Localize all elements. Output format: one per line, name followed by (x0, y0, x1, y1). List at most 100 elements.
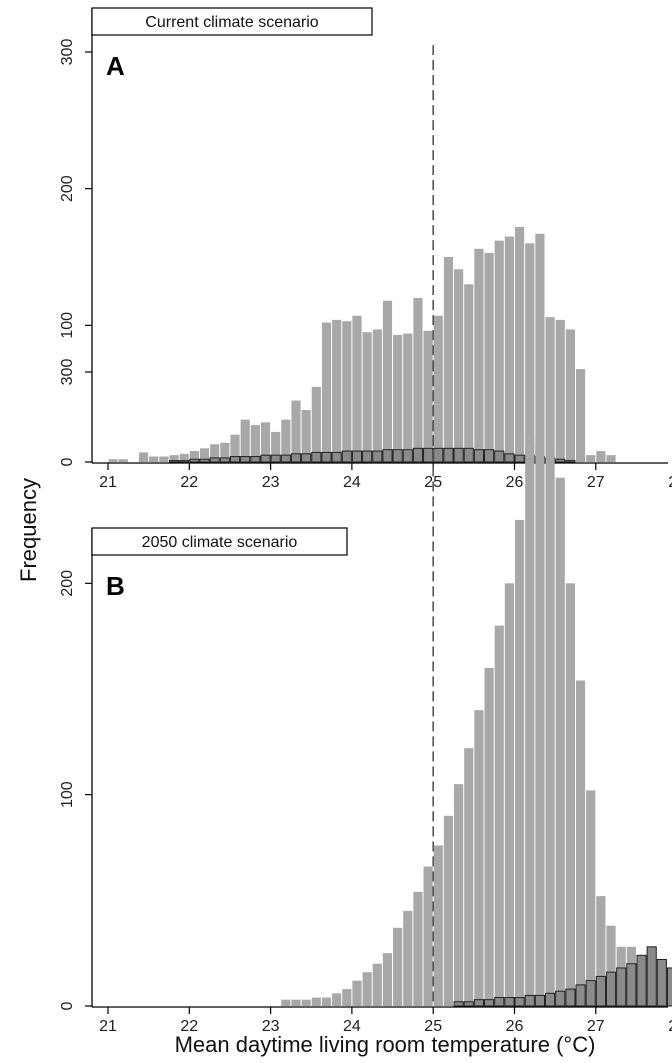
y-tick-label: 300 (59, 39, 76, 66)
x-tick-label: 27 (587, 474, 605, 491)
subgroup-bar (565, 460, 576, 463)
histogram-bar (403, 910, 413, 1006)
subgroup-bar (453, 447, 464, 463)
histogram-bar (393, 334, 403, 462)
histogram-bar (179, 453, 189, 462)
subgroup-bar (321, 451, 332, 463)
histogram-bar (281, 999, 291, 1006)
histogram-bar (159, 456, 169, 462)
subgroup-bar (473, 449, 485, 463)
histogram-bar (260, 422, 271, 462)
histogram-bar (321, 322, 332, 462)
histogram-bar (606, 925, 616, 1006)
histogram-bar (108, 459, 118, 462)
histogram-bar (321, 997, 332, 1006)
x-tick-label: 21 (99, 1018, 117, 1035)
x-tick-label: 28 (668, 474, 672, 491)
histogram-bar (413, 891, 423, 1006)
panel-title-box (91, 527, 348, 556)
histogram-bar (240, 419, 250, 462)
histogram-bar (220, 442, 230, 462)
histogram-bar (342, 989, 352, 1006)
histogram-bar (565, 583, 575, 1006)
subgroup-bar (219, 457, 230, 463)
histogram-bar (189, 451, 199, 462)
histogram-bar (382, 300, 393, 462)
y-axis-title: Frequency (16, 478, 41, 582)
histogram-bar (423, 330, 433, 462)
histogram-bar (474, 710, 484, 1006)
histogram-bar (443, 257, 454, 462)
histogram-bar (342, 321, 352, 462)
histogram-bar (454, 784, 464, 1006)
histogram-bar (362, 332, 372, 462)
histogram-bar (332, 993, 342, 1006)
subgroup-bar (514, 454, 525, 463)
subgroup-bar (555, 990, 566, 1007)
subgroup-bar (484, 449, 495, 463)
subgroup-bar (351, 450, 363, 463)
histogram-bar (565, 329, 575, 462)
subgroup-bar (290, 453, 302, 463)
panel-title-box (91, 7, 373, 36)
histogram-bar (271, 431, 281, 462)
x-tick-label: 22 (180, 1018, 198, 1035)
histogram-bar (606, 455, 616, 462)
panel-a: Current climate scenario A 0 100 200 300 21 22 2… (59, 7, 672, 491)
histogram-bar (484, 252, 494, 462)
histogram-bar (210, 444, 220, 462)
histogram-bar (281, 419, 291, 462)
subgroup-bar (240, 456, 251, 463)
subgroup-bar (372, 450, 383, 463)
histogram-bar (382, 953, 393, 1006)
subgroup-bar (514, 997, 525, 1007)
subgroup-bar (605, 971, 617, 1007)
histogram-bar (484, 667, 494, 1006)
histogram-bar (535, 233, 545, 462)
histogram-bar (291, 999, 301, 1006)
histogram-bar (504, 236, 514, 462)
subgroup-bar (382, 449, 393, 463)
subgroup-bar (331, 451, 342, 463)
histogram-bar (443, 815, 454, 1006)
subgroup-bar (534, 994, 545, 1007)
x-tick-label: 21 (99, 474, 117, 491)
subgroup-bar (423, 447, 434, 463)
subgroup-bar (484, 999, 495, 1007)
y-tick-label: 0 (59, 457, 76, 466)
subgroup-bar (453, 1001, 464, 1007)
subgroup-bar (341, 450, 352, 463)
histogram-bar (372, 963, 382, 1006)
histogram-bar (596, 896, 606, 1006)
histogram-bar (433, 315, 443, 462)
subgroup-bar (494, 450, 505, 463)
subgroup-bar (301, 453, 312, 463)
histogram-bar (454, 269, 464, 462)
histogram-bar (199, 448, 210, 462)
histogram-bar (545, 317, 555, 462)
histogram-bar (393, 927, 403, 1006)
subgroup-bar (199, 458, 210, 463)
subgroup-bar (443, 447, 454, 463)
histogram-bar (413, 298, 423, 462)
histogram-bar (403, 333, 413, 462)
subgroup-bar (565, 988, 576, 1007)
histogram-bar (433, 845, 443, 1006)
x-tick-label: 28 (668, 1018, 672, 1035)
histogram-bar (169, 455, 179, 462)
subgroup-bar (666, 967, 672, 1007)
panel-letter: A (106, 51, 125, 81)
histogram-bar (352, 315, 362, 462)
subgroup-bar (656, 959, 667, 1007)
subgroup-bar (636, 954, 647, 1007)
subgroup-bar (229, 456, 241, 463)
histogram-bar (474, 248, 484, 462)
y-tick-label: 200 (59, 570, 76, 597)
subgroup-bar (575, 984, 586, 1007)
histogram-bar (525, 435, 535, 1006)
subgroup-bar (402, 449, 413, 463)
histogram-bar (311, 386, 321, 462)
histogram-bar (515, 226, 525, 462)
histogram-bar (230, 434, 240, 462)
x-tick-label: 25 (424, 1018, 442, 1035)
